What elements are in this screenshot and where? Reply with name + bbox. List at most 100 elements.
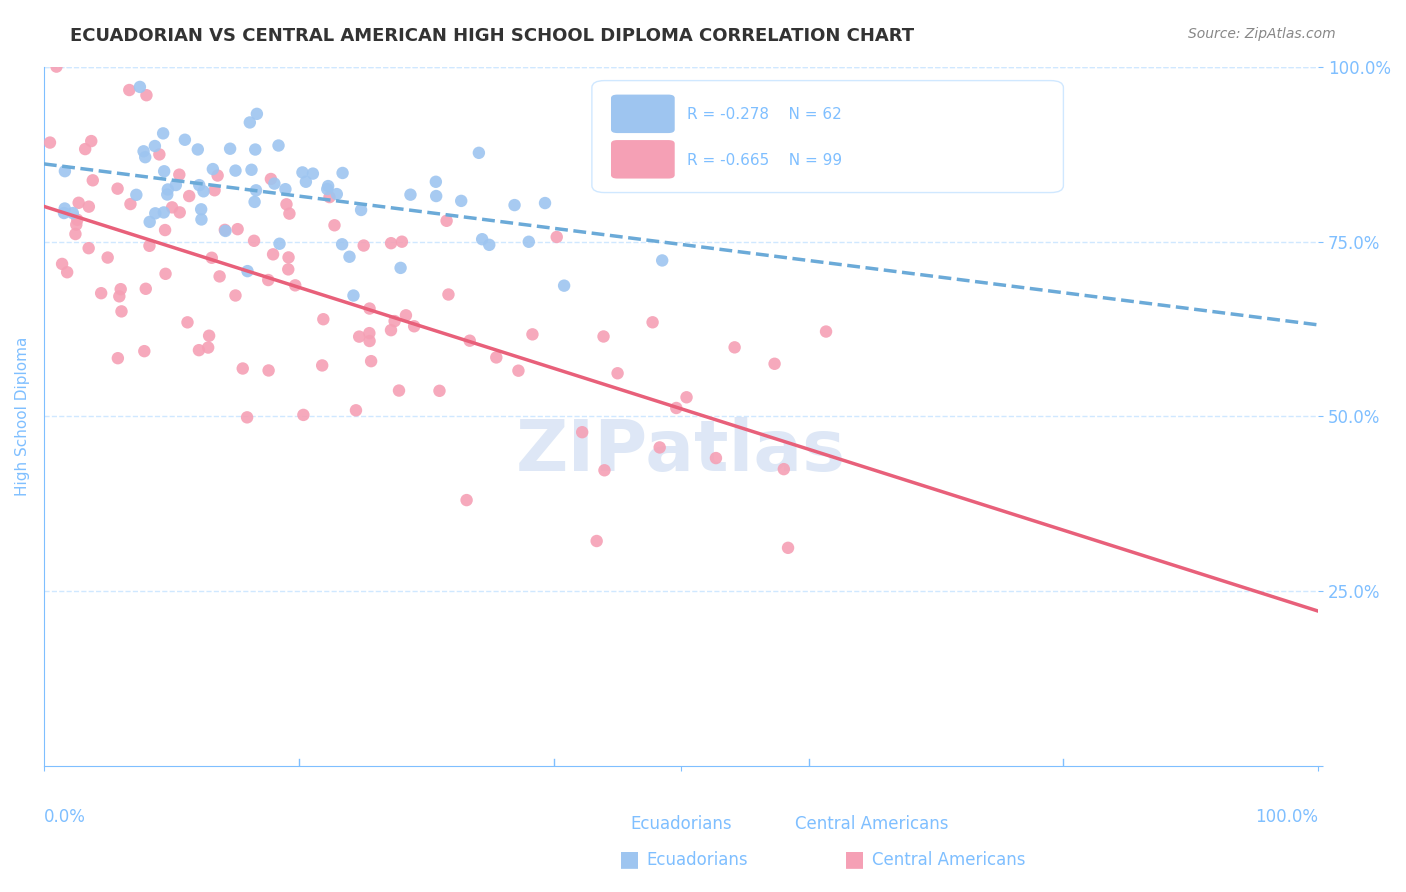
- Point: [219, 142, 242, 156]
- Point: [148, 147, 170, 161]
- Point: [135, 282, 157, 296]
- Point: [503, 198, 526, 212]
- Point: [399, 187, 422, 202]
- Point: [39, 136, 62, 150]
- Point: [243, 234, 266, 248]
- Point: [67, 195, 90, 210]
- Point: [53, 206, 76, 220]
- Point: [425, 175, 447, 189]
- Point: [110, 282, 132, 296]
- Point: [606, 366, 628, 380]
- Point: [278, 206, 301, 220]
- Point: [389, 260, 412, 275]
- Point: [53, 164, 76, 178]
- Point: [152, 205, 174, 219]
- Point: [56, 265, 79, 279]
- Point: [723, 340, 745, 354]
- Point: [675, 390, 697, 404]
- Point: [134, 344, 156, 359]
- Point: [815, 325, 838, 339]
- Point: [77, 200, 100, 214]
- Text: R = -0.278    N = 62: R = -0.278 N = 62: [688, 107, 842, 121]
- Point: [456, 493, 478, 508]
- Point: [648, 441, 671, 455]
- Point: [508, 364, 530, 378]
- Point: [193, 184, 215, 198]
- Point: [45, 60, 67, 74]
- Point: [316, 182, 339, 196]
- Point: [436, 214, 458, 228]
- Point: [173, 133, 195, 147]
- Point: [169, 205, 191, 219]
- Point: [155, 267, 177, 281]
- Point: [339, 250, 361, 264]
- Point: [66, 212, 89, 227]
- Point: [246, 107, 269, 121]
- Point: [143, 206, 166, 220]
- Point: [107, 351, 129, 366]
- Point: [425, 189, 447, 203]
- Point: [97, 251, 120, 265]
- Point: [585, 534, 607, 549]
- Text: Central Americans: Central Americans: [796, 815, 949, 833]
- Point: [347, 329, 370, 343]
- Point: [179, 189, 201, 203]
- Point: [395, 309, 418, 323]
- Point: [295, 175, 318, 189]
- Point: [190, 212, 212, 227]
- Point: [51, 257, 73, 271]
- Point: [201, 162, 224, 177]
- Point: [277, 251, 299, 265]
- Point: [190, 202, 212, 217]
- Point: [188, 178, 211, 193]
- Point: [224, 288, 246, 302]
- Text: 100.0%: 100.0%: [1256, 808, 1319, 826]
- Point: [388, 384, 411, 398]
- Point: [82, 173, 104, 187]
- Point: [330, 237, 353, 252]
- Point: [522, 327, 544, 342]
- Text: ZIPatlas: ZIPatlas: [516, 417, 846, 486]
- Point: [332, 166, 354, 180]
- Point: [204, 183, 226, 197]
- Text: ■: ■: [844, 849, 865, 869]
- Point: [208, 269, 231, 284]
- Point: [263, 177, 285, 191]
- Point: [277, 262, 299, 277]
- Text: ■: ■: [619, 849, 640, 869]
- Point: [226, 222, 249, 236]
- Point: [458, 334, 481, 348]
- Point: [571, 425, 593, 440]
- Point: [153, 164, 176, 178]
- Point: [292, 408, 315, 422]
- Point: [187, 343, 209, 358]
- Point: [323, 219, 346, 233]
- Text: Source: ZipAtlas.com: Source: ZipAtlas.com: [1188, 27, 1336, 41]
- Point: [380, 236, 402, 251]
- Point: [257, 363, 280, 377]
- Point: [485, 351, 508, 365]
- Point: [53, 202, 76, 216]
- Point: [450, 194, 472, 208]
- Point: [187, 143, 209, 157]
- Point: [125, 187, 148, 202]
- Point: [134, 150, 156, 164]
- Point: [311, 359, 333, 373]
- Point: [201, 251, 224, 265]
- Point: [165, 178, 187, 192]
- Point: [267, 138, 290, 153]
- Point: [312, 312, 335, 326]
- Point: [274, 182, 297, 196]
- Point: [260, 172, 283, 186]
- Point: [214, 224, 236, 238]
- Point: [350, 202, 373, 217]
- Point: [62, 206, 84, 220]
- Point: [651, 253, 673, 268]
- Point: [108, 289, 131, 303]
- Point: [257, 273, 280, 287]
- Point: [160, 200, 183, 214]
- Point: [276, 197, 298, 211]
- Point: [75, 142, 97, 156]
- Text: R = -0.665    N = 99: R = -0.665 N = 99: [688, 153, 842, 168]
- FancyBboxPatch shape: [612, 95, 675, 133]
